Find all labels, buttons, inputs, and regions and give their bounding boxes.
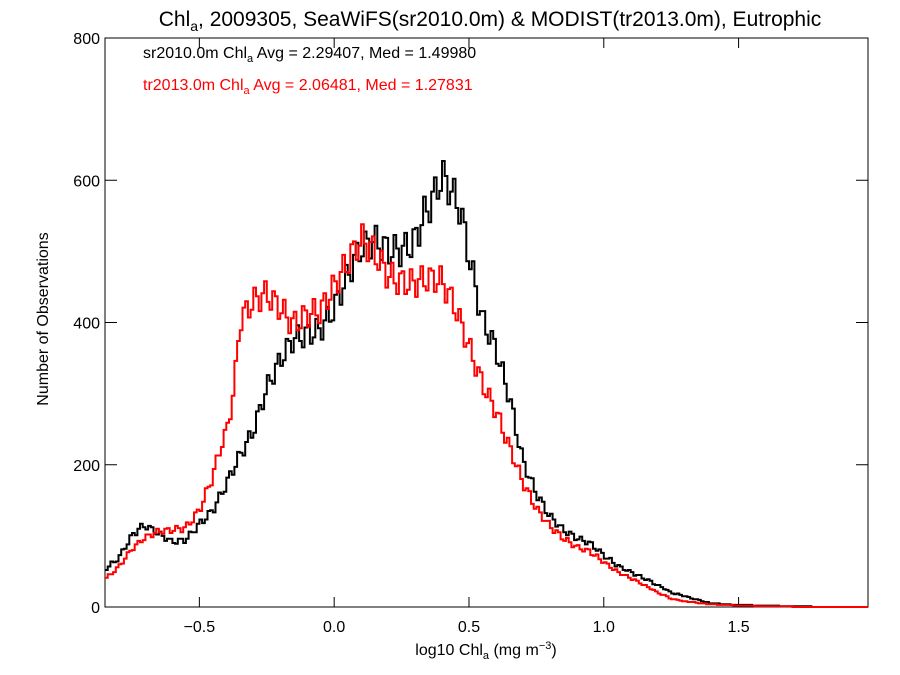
y-tick-label: 600 [73,173,100,190]
chart-title: Chla, 2009305, SeaWiFS(sr2010.0m) & MODI… [159,8,822,34]
x-tick-label: 1.0 [593,619,615,636]
y-tick-label: 200 [73,458,100,475]
series-line-sr2010.0m [105,160,868,608]
x-axis-label: log10 Chla (mg m−3) [415,640,556,662]
series-line-tr2013.0m [105,223,868,608]
x-tick-label: 1.5 [727,619,749,636]
y-tick-label: 400 [73,316,100,333]
plot-frame [104,37,869,608]
y-tick-label: 0 [91,600,100,617]
x-tick-label: 0.5 [458,619,480,636]
x-tick-label: −0.5 [184,619,216,636]
plot-area: −0.5 0.0 0.5 1.0 1.5 0 200 400 600 800 [73,31,869,636]
annotation-sr2010: sr2010.0m Chla Avg = 2.29407, Med = 1.49… [143,45,476,65]
y-axis-label: Number of Observations [35,232,52,405]
annotation-tr2013: tr2013.0m Chla Avg = 2.06481, Med = 1.27… [143,77,473,97]
y-tick-label: 800 [73,31,100,48]
x-tick-label: 0.0 [323,619,345,636]
